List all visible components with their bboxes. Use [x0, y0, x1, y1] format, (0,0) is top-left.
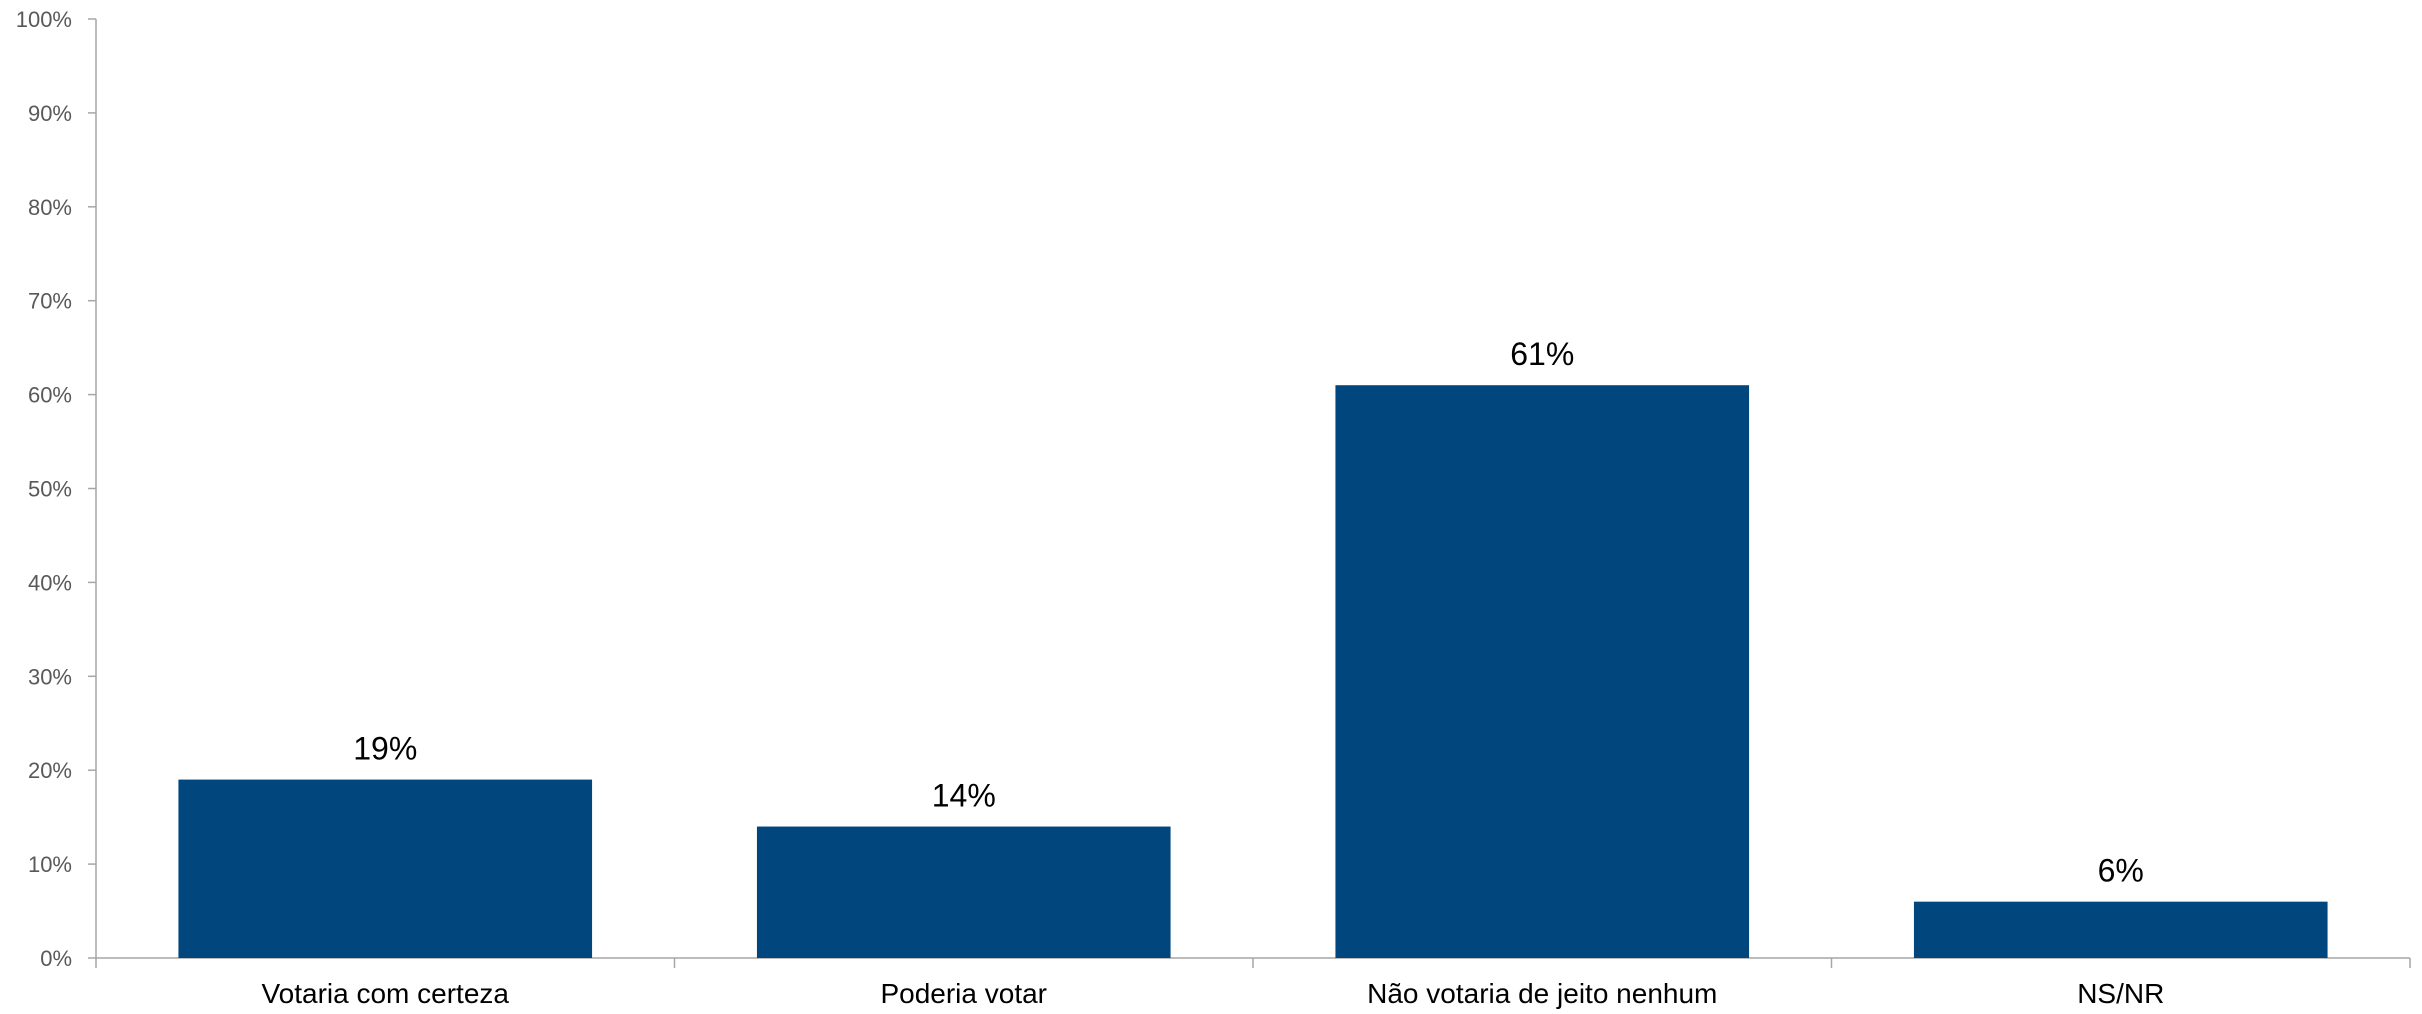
x-tick-label: Poderia votar: [880, 978, 1047, 1009]
data-label: 6%: [2098, 853, 2144, 889]
y-tick-label: 20%: [28, 758, 72, 783]
y-tick-label: 10%: [28, 852, 72, 877]
y-tick-label: 100%: [16, 7, 72, 32]
y-tick-label: 30%: [28, 664, 72, 689]
x-axis: Votaria com certeza Poderia votar Não vota…: [95, 957, 2411, 1009]
x-tick-label: NS/NR: [2077, 978, 2164, 1009]
y-tick-label: 70%: [28, 289, 72, 314]
bar: [756, 826, 1171, 958]
data-label: 14%: [932, 778, 996, 814]
bar: [1335, 385, 1750, 959]
y-tick-label: 50%: [28, 477, 72, 502]
y-axis: 0% 10% 20% 30% 40% 50% 60% 70% 80% 90% 100%: [16, 7, 97, 971]
bar: [1913, 901, 2328, 958]
x-tick-label: Votaria com certeza: [262, 978, 510, 1009]
y-tick-label: 40%: [28, 570, 72, 595]
data-label: 19%: [353, 731, 417, 767]
y-tick-label: 60%: [28, 383, 72, 408]
y-tick-label: 80%: [28, 195, 72, 220]
bars: [178, 385, 2328, 959]
bar: [178, 779, 593, 958]
y-tick-label: 90%: [28, 101, 72, 126]
data-label: 61%: [1510, 336, 1574, 372]
data-labels: 19% 14% 61% 6%: [353, 336, 2144, 888]
y-tick-label: 0%: [40, 946, 72, 971]
x-tick-label: Não votaria de jeito nenhum: [1367, 978, 1717, 1009]
